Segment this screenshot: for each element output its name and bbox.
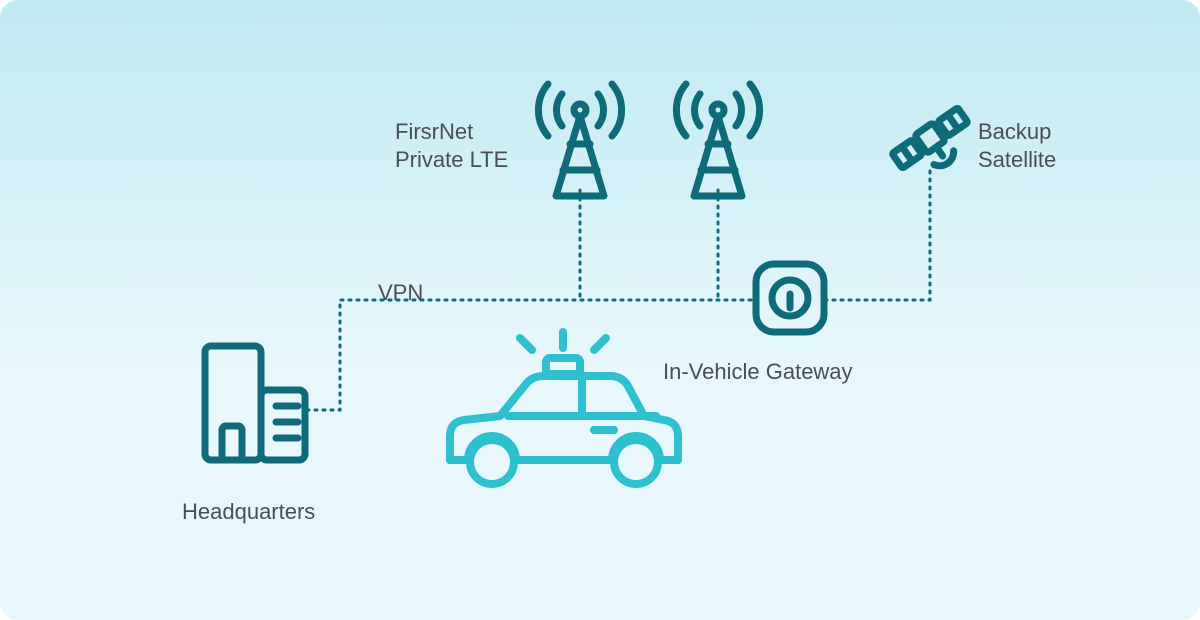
cell-tower-icon (538, 84, 621, 196)
lte-label: FirsrNet Private LTE (395, 118, 508, 173)
headquarters-building-icon (205, 346, 305, 460)
icons-layer (0, 0, 1200, 620)
vpn-label: VPN (378, 279, 423, 307)
diagram-canvas: Headquarters VPN FirsrNet Private LTE Ba… (0, 0, 1200, 620)
cell-tower-icon (676, 84, 759, 196)
headquarters-label: Headquarters (182, 498, 315, 526)
emergency-vehicle-icon (450, 332, 678, 484)
satellite-label: Backup Satellite (978, 118, 1056, 173)
satellite-icon (891, 106, 981, 186)
gateway-icon (756, 264, 824, 332)
gateway-label: In-Vehicle Gateway (663, 358, 853, 386)
